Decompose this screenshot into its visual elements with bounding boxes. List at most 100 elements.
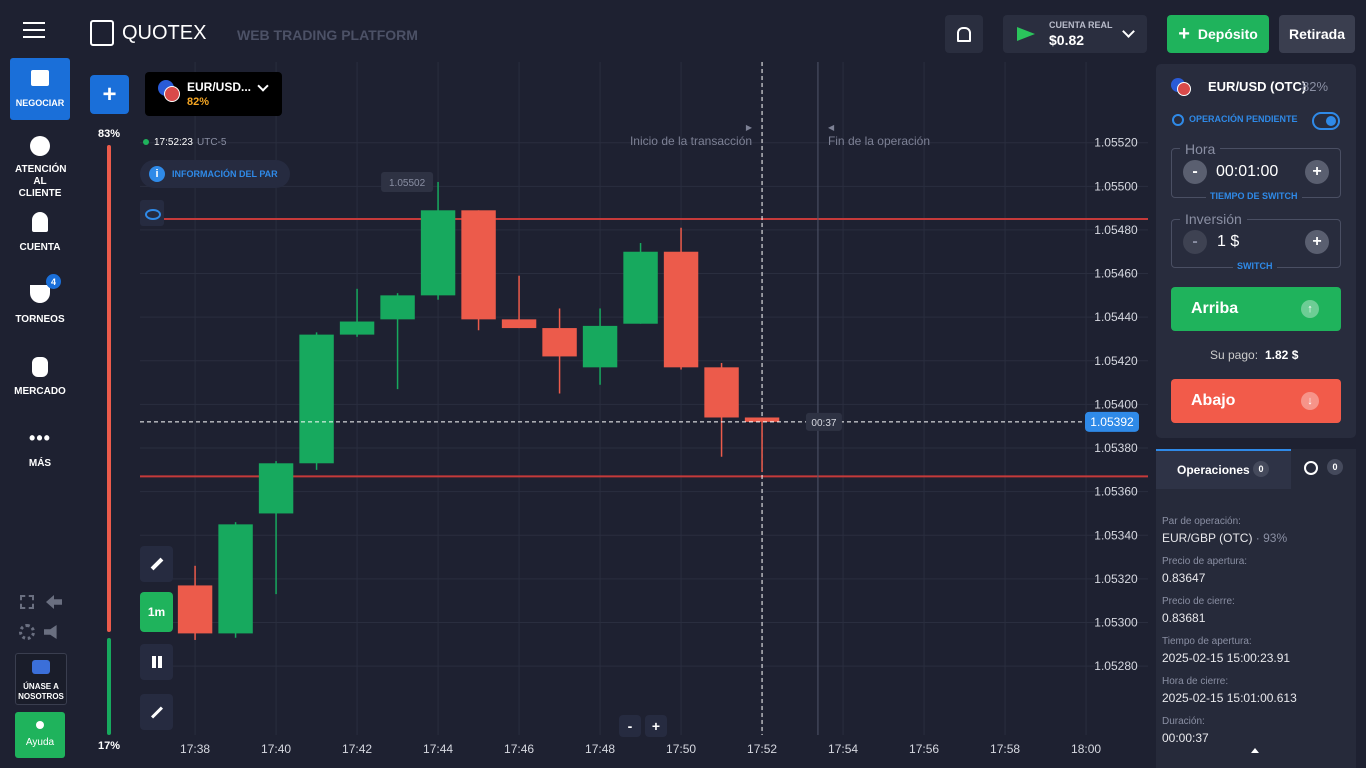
live-dot	[143, 139, 149, 145]
info-icon: i	[149, 166, 165, 182]
candle	[744, 417, 780, 473]
x-tick-label: 17:54	[828, 742, 858, 756]
withdraw-button[interactable]: Retirada	[1279, 15, 1355, 53]
indicators-button[interactable]	[140, 694, 173, 730]
x-tick-label: 17:56	[909, 742, 939, 756]
nav-item[interactable]: ATENCIÓN AL CLIENTE	[15, 164, 67, 199]
candle	[542, 308, 577, 394]
candle-body	[177, 585, 213, 634]
detail-text: 2025-02-15 15:00:23.91	[1162, 651, 1291, 665]
detail-extra: 93%	[1263, 531, 1288, 545]
candle	[704, 362, 739, 457]
deposit-button[interactable]: + Depósito	[1167, 15, 1269, 53]
header: QUOTEX WEB TRADING PLATFORM CUENTA REAL …	[0, 0, 1366, 62]
up-button[interactable]: Arriba ↑	[1171, 287, 1341, 331]
history-icon[interactable]	[1304, 461, 1318, 475]
visibility-button[interactable]	[140, 200, 164, 226]
toggle-knob	[1326, 116, 1336, 126]
current-price-label: 1.05392	[1090, 415, 1134, 429]
plus-icon: +	[1178, 22, 1190, 45]
scroll-up[interactable]	[1251, 748, 1259, 753]
timeframe-button[interactable]: 1m	[140, 592, 173, 632]
detail-row: Duración: 00:00:37	[1162, 716, 1352, 756]
indicator-icon	[150, 705, 163, 719]
nav-item[interactable]: CUENTA	[19, 242, 61, 253]
candle-body	[542, 328, 577, 357]
nav-item[interactable]: MERCADO	[14, 386, 66, 397]
time-minus[interactable]: -	[1183, 160, 1207, 184]
trade-icon	[31, 70, 49, 86]
nav-item[interactable]: MÁS	[28, 458, 52, 469]
amount-plus[interactable]: +	[1305, 230, 1329, 254]
chart-type-button[interactable]	[140, 644, 173, 680]
x-tick-label: 17:48	[585, 742, 615, 756]
candle-body	[501, 319, 537, 329]
candle	[501, 275, 537, 329]
candle-body	[258, 463, 294, 514]
y-tick-label: 1.05420	[1094, 354, 1138, 368]
tournament-badge: 4	[46, 274, 61, 289]
y-tick-label: 1.05380	[1094, 441, 1138, 455]
candle-body	[623, 251, 658, 324]
help-button[interactable]: Ayuda	[15, 712, 65, 758]
x-tick-label: 17:38	[180, 742, 210, 756]
detail-text: 2025-02-15 15:01:00.613	[1162, 691, 1297, 705]
social-icon	[32, 660, 50, 674]
trades-tab[interactable]: Operaciones 0	[1156, 449, 1291, 489]
account-selector[interactable]: CUENTA REAL $0.82	[1003, 15, 1147, 53]
pair-info-button[interactable]: i INFORMACIÓN DEL PAR	[140, 160, 290, 188]
pair-info-label: INFORMACIÓN DEL PAR	[172, 169, 278, 179]
asset-name: EUR/USD...	[187, 80, 252, 94]
x-tick-label: 17:52	[747, 742, 777, 756]
x-tick-label: 17:50	[666, 742, 696, 756]
open-count: 0	[1253, 461, 1269, 477]
add-chart-button[interactable]: +	[90, 75, 129, 114]
amount-hint: SWITCH	[1233, 261, 1277, 271]
join-label: ÚNASE A NOSOTROS	[18, 682, 64, 701]
pending-toggle[interactable]	[1312, 112, 1340, 130]
fullscreen-icon[interactable]	[20, 595, 34, 609]
y-tick-label: 1.05280	[1094, 659, 1138, 673]
candle-body	[380, 295, 415, 320]
zoom-in-button[interactable]: +	[645, 715, 667, 737]
amount-minus[interactable]: -	[1183, 230, 1207, 254]
market-icon	[32, 357, 48, 377]
candle	[177, 565, 213, 640]
candle	[420, 181, 456, 300]
marker-label: Fin de la operación	[828, 134, 930, 148]
current-price-box	[1085, 411, 1139, 432]
candle	[218, 522, 253, 638]
asset-selector[interactable]: EUR/USD... 82%	[145, 72, 282, 116]
social-button[interactable]: ÚNASE A NOSOTROS	[15, 653, 67, 705]
detail-row: Hora de cierre: 2025-02-15 15:01:00.613	[1162, 676, 1352, 716]
x-tick-label: 18:00	[1071, 742, 1101, 756]
draw-tool-button[interactable]	[140, 546, 173, 582]
time-plus[interactable]: +	[1305, 160, 1329, 184]
marker-label: Inicio de la transacción	[630, 134, 752, 148]
flag-us	[1177, 82, 1191, 96]
panel-asset: EUR/USD (OTC)	[1208, 79, 1307, 94]
detail-label: Duración:	[1162, 716, 1205, 727]
candle-body	[420, 210, 456, 296]
trades-tab-label: Operaciones	[1177, 463, 1250, 477]
nav-item[interactable]: TORNEOS	[15, 314, 65, 325]
candle	[582, 308, 618, 385]
down-button[interactable]: Abajo ↓	[1171, 379, 1341, 423]
closed-count: 0	[1327, 459, 1343, 475]
y-tick-label: 1.05400	[1094, 397, 1138, 411]
detail-text: EUR/GBP (OTC)	[1162, 531, 1253, 545]
deposit-label: Depósito	[1197, 26, 1258, 42]
amount-label: Inversión	[1180, 211, 1247, 227]
zoom-out-button[interactable]: -	[619, 715, 641, 737]
clock-icon	[1172, 114, 1184, 126]
price-chart: 1.05520 1.05500 1.05480 1.05460 1.05440 1.054…	[140, 62, 1148, 756]
timer-box	[805, 412, 842, 431]
nav-item[interactable]: NEGOCIAR	[15, 98, 65, 108]
x-tick-label: 17:40	[261, 742, 291, 756]
notifications-button[interactable]	[945, 15, 983, 53]
down-label: Abajo	[1191, 392, 1236, 409]
detail-text: 0.83647	[1162, 571, 1206, 585]
menu-icon[interactable]	[23, 22, 45, 38]
settings-icon[interactable]	[19, 624, 35, 640]
